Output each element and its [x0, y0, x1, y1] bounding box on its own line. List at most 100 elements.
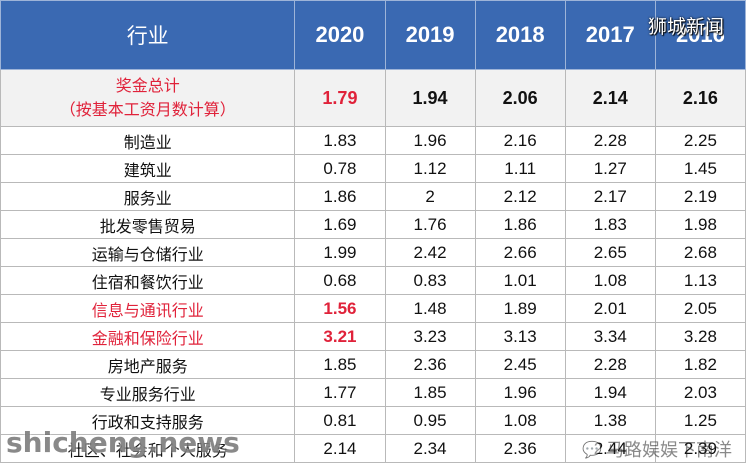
value-cell: 2.19 — [654, 182, 746, 211]
value-cell: 1.86 — [474, 210, 566, 239]
value-cell: 1.12 — [384, 154, 476, 183]
table-row: 房地产服务 1.85 2.36 2.45 2.28 1.82 — [0, 350, 746, 379]
header-row: 行业 2020 2019 2018 2017 2016 — [0, 0, 746, 70]
year-column-header: 2020 — [294, 0, 386, 70]
year-column-header: 2016 — [654, 0, 746, 70]
value-cell: 1.11 — [474, 154, 566, 183]
value-cell: 0.68 — [294, 266, 386, 295]
value-cell: 2 — [384, 182, 476, 211]
value-cell: 1.96 — [384, 126, 476, 155]
industry-cell: 运输与仓储行业 — [0, 238, 296, 267]
value-cell: 2.68 — [654, 238, 746, 267]
value-cell: 2.28 — [564, 126, 656, 155]
value-cell: 1.45 — [654, 154, 746, 183]
industry-column-header: 行业 — [0, 0, 296, 70]
value-cell: 2.01 — [564, 294, 656, 323]
watermark-top-right: 狮城新闻 — [647, 16, 724, 38]
industry-cell: 服务业 — [0, 182, 296, 211]
value-cell: 0.78 — [294, 154, 386, 183]
value-cell: 2.36 — [384, 350, 476, 379]
value-cell: 1.76 — [384, 210, 476, 239]
watermark-bottom-left: shicheng.news — [6, 426, 240, 459]
value-cell: 0.95 — [384, 406, 476, 435]
value-cell: 2.45 — [474, 350, 566, 379]
value-cell: 2.03 — [654, 378, 746, 407]
value-cell: 3.13 — [474, 322, 566, 351]
table-row: 住宿和餐饮行业 0.68 0.83 1.01 1.08 1.13 — [0, 266, 746, 295]
value-cell: 1.38 — [564, 406, 656, 435]
value-cell: 2.39 — [654, 434, 746, 463]
value-cell: 1.56 — [294, 294, 386, 323]
year-column-header: 2019 — [384, 0, 476, 70]
industry-cell: 金融和保险行业 — [0, 322, 296, 351]
total-value-cell: 1.94 — [384, 69, 476, 127]
value-cell: 1.13 — [654, 266, 746, 295]
year-column-header: 2018 — [474, 0, 566, 70]
value-cell: 2.65 — [564, 238, 656, 267]
total-value-cell: 2.06 — [474, 69, 566, 127]
total-row: 奖金总计 （按基本工资月数计算） 1.79 1.94 2.06 2.14 2.1… — [0, 69, 746, 127]
value-cell: 1.98 — [654, 210, 746, 239]
industry-cell: 制造业 — [0, 126, 296, 155]
value-cell: 2.14 — [294, 434, 386, 463]
watermark-bottom-right-text: 马路娱娱下南洋 — [606, 440, 732, 461]
value-cell: 3.23 — [384, 322, 476, 351]
value-cell: 1.94 — [564, 378, 656, 407]
value-cell: 1.27 — [564, 154, 656, 183]
value-cell: 2.05 — [654, 294, 746, 323]
industry-cell: 社区、社会和个人服务 — [0, 434, 296, 463]
value-cell: 2.44 — [564, 434, 656, 463]
value-cell: 2.12 — [474, 182, 566, 211]
table-row: 制造业 1.83 1.96 2.16 2.28 2.25 — [0, 126, 746, 155]
value-cell: 1.86 — [294, 182, 386, 211]
value-cell: 1.82 — [654, 350, 746, 379]
total-value-cell: 2.16 — [654, 69, 746, 127]
value-cell: 2.16 — [474, 126, 566, 155]
value-cell: 2.25 — [654, 126, 746, 155]
value-cell: 3.28 — [654, 322, 746, 351]
total-value-cell: 2.14 — [564, 69, 656, 127]
value-cell: 2.17 — [564, 182, 656, 211]
value-cell: 1.96 — [474, 378, 566, 407]
total-value-cell: 1.79 — [294, 69, 386, 127]
value-cell: 1.77 — [294, 378, 386, 407]
table-row: 专业服务行业 1.77 1.85 1.96 1.94 2.03 — [0, 378, 746, 407]
value-cell: 1.01 — [474, 266, 566, 295]
table-row: 行政和支持服务 0.81 0.95 1.08 1.38 1.25 — [0, 406, 746, 435]
table-row: 运输与仓储行业 1.99 2.42 2.66 2.65 2.68 — [0, 238, 746, 267]
year-column-header: 2017 — [564, 0, 656, 70]
value-cell: 1.85 — [294, 350, 386, 379]
value-cell: 2.28 — [564, 350, 656, 379]
industry-cell: 建筑业 — [0, 154, 296, 183]
value-cell: 1.89 — [474, 294, 566, 323]
value-cell: 1.25 — [654, 406, 746, 435]
table-row: 服务业 1.86 2 2.12 2.17 2.19 — [0, 182, 746, 211]
industry-cell: 房地产服务 — [0, 350, 296, 379]
industry-cell: 专业服务行业 — [0, 378, 296, 407]
value-cell: 1.99 — [294, 238, 386, 267]
total-label-line2: （按基本工资月数计算） — [59, 100, 236, 119]
total-label-line1: 奖金总计 — [115, 76, 180, 95]
value-cell: 1.08 — [564, 266, 656, 295]
value-cell: 2.66 — [474, 238, 566, 267]
industry-cell: 信息与通讯行业 — [0, 294, 296, 323]
value-cell: 0.83 — [384, 266, 476, 295]
industry-cell: 行政和支持服务 — [0, 406, 296, 435]
total-label: 奖金总计 （按基本工资月数计算） — [0, 69, 296, 127]
table-row: 金融和保险行业 3.21 3.23 3.13 3.34 3.28 — [0, 322, 746, 351]
value-cell: 2.42 — [384, 238, 476, 267]
table-row: 批发零售贸易 1.69 1.76 1.86 1.83 1.98 — [0, 210, 746, 239]
wechat-icon: 💬 — [582, 439, 602, 459]
industry-cell: 批发零售贸易 — [0, 210, 296, 239]
watermark-bottom-right: 💬 马路娱娱下南洋 — [582, 436, 732, 462]
value-cell: 1.85 — [384, 378, 476, 407]
table-row: 建筑业 0.78 1.12 1.11 1.27 1.45 — [0, 154, 746, 183]
industry-cell: 住宿和餐饮行业 — [0, 266, 296, 295]
value-cell: 1.08 — [474, 406, 566, 435]
value-cell: 2.36 — [474, 434, 566, 463]
value-cell: 1.83 — [294, 126, 386, 155]
value-cell: 1.69 — [294, 210, 386, 239]
value-cell: 0.81 — [294, 406, 386, 435]
value-cell: 1.83 — [564, 210, 656, 239]
